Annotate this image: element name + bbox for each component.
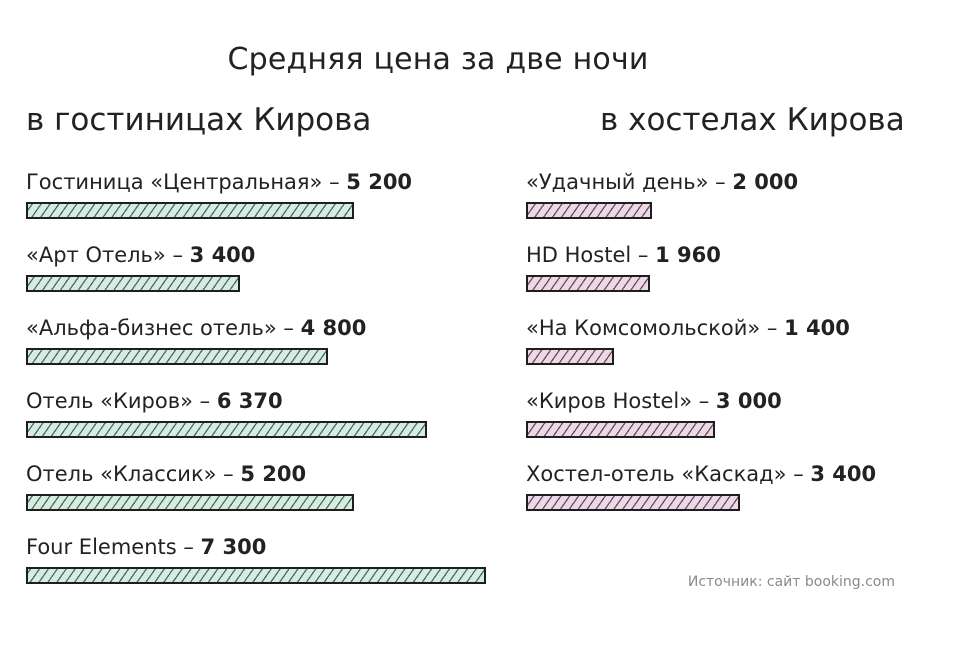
hostel-bar-item: «Киров Hostel» – 3 000 (526, 387, 782, 447)
hotel-bar-item: Отель «Классик» – 5 200 (26, 460, 354, 520)
hostel-bar-item: «Удачный день» – 2 000 (526, 168, 798, 228)
hotel-bar-item: Гостиница «Центральная» – 5 200 (26, 168, 412, 228)
data-label: 3 400 (810, 462, 877, 486)
hostel-bar (526, 348, 614, 365)
label-separator: – (322, 170, 347, 194)
category-name: «Арт Отель» (26, 243, 166, 267)
source-note: Источник: сайт booking.com (687, 574, 895, 590)
hotels-chart-title: в гостиницах Кирова (26, 102, 372, 138)
hotel-bar (26, 275, 240, 292)
data-label: 5 200 (346, 170, 413, 194)
data-label: 3 400 (189, 243, 256, 267)
data-label: 6 370 (216, 389, 283, 413)
hotel-bar-label: Гостиница «Центральная» – 5 200 (26, 168, 412, 196)
hostel-bar-item: Хостел-отель «Каскад» – 3 400 (526, 460, 876, 520)
category-name: Отель «Классик» (26, 462, 217, 486)
data-label: 4 800 (300, 316, 367, 340)
hostel-bar-label: HD Hostel – 1 960 (526, 241, 721, 269)
label-separator: – (176, 535, 201, 559)
data-label: 1 960 (655, 243, 721, 267)
hostel-bar-label: «Удачный день» – 2 000 (526, 168, 798, 196)
hotel-bar-label: «Арт Отель» – 3 400 (26, 241, 255, 269)
hotel-bar-label: Отель «Классик» – 5 200 (26, 460, 306, 488)
category-name: Four Elements (26, 535, 177, 559)
category-name: «Альфа-бизнес отель» (26, 316, 277, 340)
data-label: 2 000 (732, 170, 799, 194)
hostel-bar (526, 494, 740, 511)
data-label: 7 300 (200, 535, 267, 559)
hotel-bar (26, 567, 486, 584)
hotel-bar (26, 202, 354, 219)
hotel-bar (26, 348, 328, 365)
hostel-bar-item: «На Комсомольской» – 1 400 (526, 314, 850, 374)
label-separator: – (216, 462, 241, 486)
hostel-bar (526, 421, 715, 438)
label-separator: – (631, 243, 656, 267)
hostels-chart-title: в хостелах Кирова (600, 102, 905, 138)
category-name: «На Комсомольской» (526, 316, 761, 340)
category-name: Отель «Киров» (26, 389, 193, 413)
label-separator: – (692, 389, 716, 413)
category-name: HD Hostel (526, 243, 632, 267)
hotel-bar-item: Four Elements – 7 300 (26, 533, 486, 593)
label-separator: – (192, 389, 217, 413)
category-name: Гостиница «Центральная» (26, 170, 323, 194)
label-separator: – (708, 170, 733, 194)
hostel-bar-label: «Киров Hostel» – 3 000 (526, 387, 782, 415)
hotel-bar-item: Отель «Киров» – 6 370 (26, 387, 427, 447)
hotel-bar-label: «Альфа-бизнес отель» – 4 800 (26, 314, 366, 342)
data-label: 1 400 (784, 316, 850, 340)
data-label: 3 000 (715, 389, 782, 413)
hotel-bar-label: Отель «Киров» – 6 370 (26, 387, 283, 415)
data-label: 5 200 (240, 462, 307, 486)
hostel-bar-item: HD Hostel – 1 960 (526, 241, 721, 301)
label-separator: – (276, 316, 301, 340)
hostel-bar (526, 202, 652, 219)
hotel-bar-label: Four Elements – 7 300 (26, 533, 266, 561)
chart-title: Средняя цена за две ночи (227, 42, 649, 77)
hostel-bar-label: Хостел-отель «Каскад» – 3 400 (526, 460, 876, 488)
hotel-bar-item: «Арт Отель» – 3 400 (26, 241, 255, 301)
category-name: «Киров Hostel» (526, 389, 693, 413)
category-name: «Удачный день» (526, 170, 709, 194)
hotel-bar-item: «Альфа-бизнес отель» – 4 800 (26, 314, 366, 374)
hostel-bar-label: «На Комсомольской» – 1 400 (526, 314, 850, 342)
hotel-bar (26, 421, 427, 438)
label-separator: – (786, 462, 811, 486)
label-separator: – (760, 316, 785, 340)
hostel-bar (526, 275, 650, 292)
category-name: Хостел-отель «Каскад» (526, 462, 787, 486)
label-separator: – (165, 243, 190, 267)
hotel-bar (26, 494, 354, 511)
